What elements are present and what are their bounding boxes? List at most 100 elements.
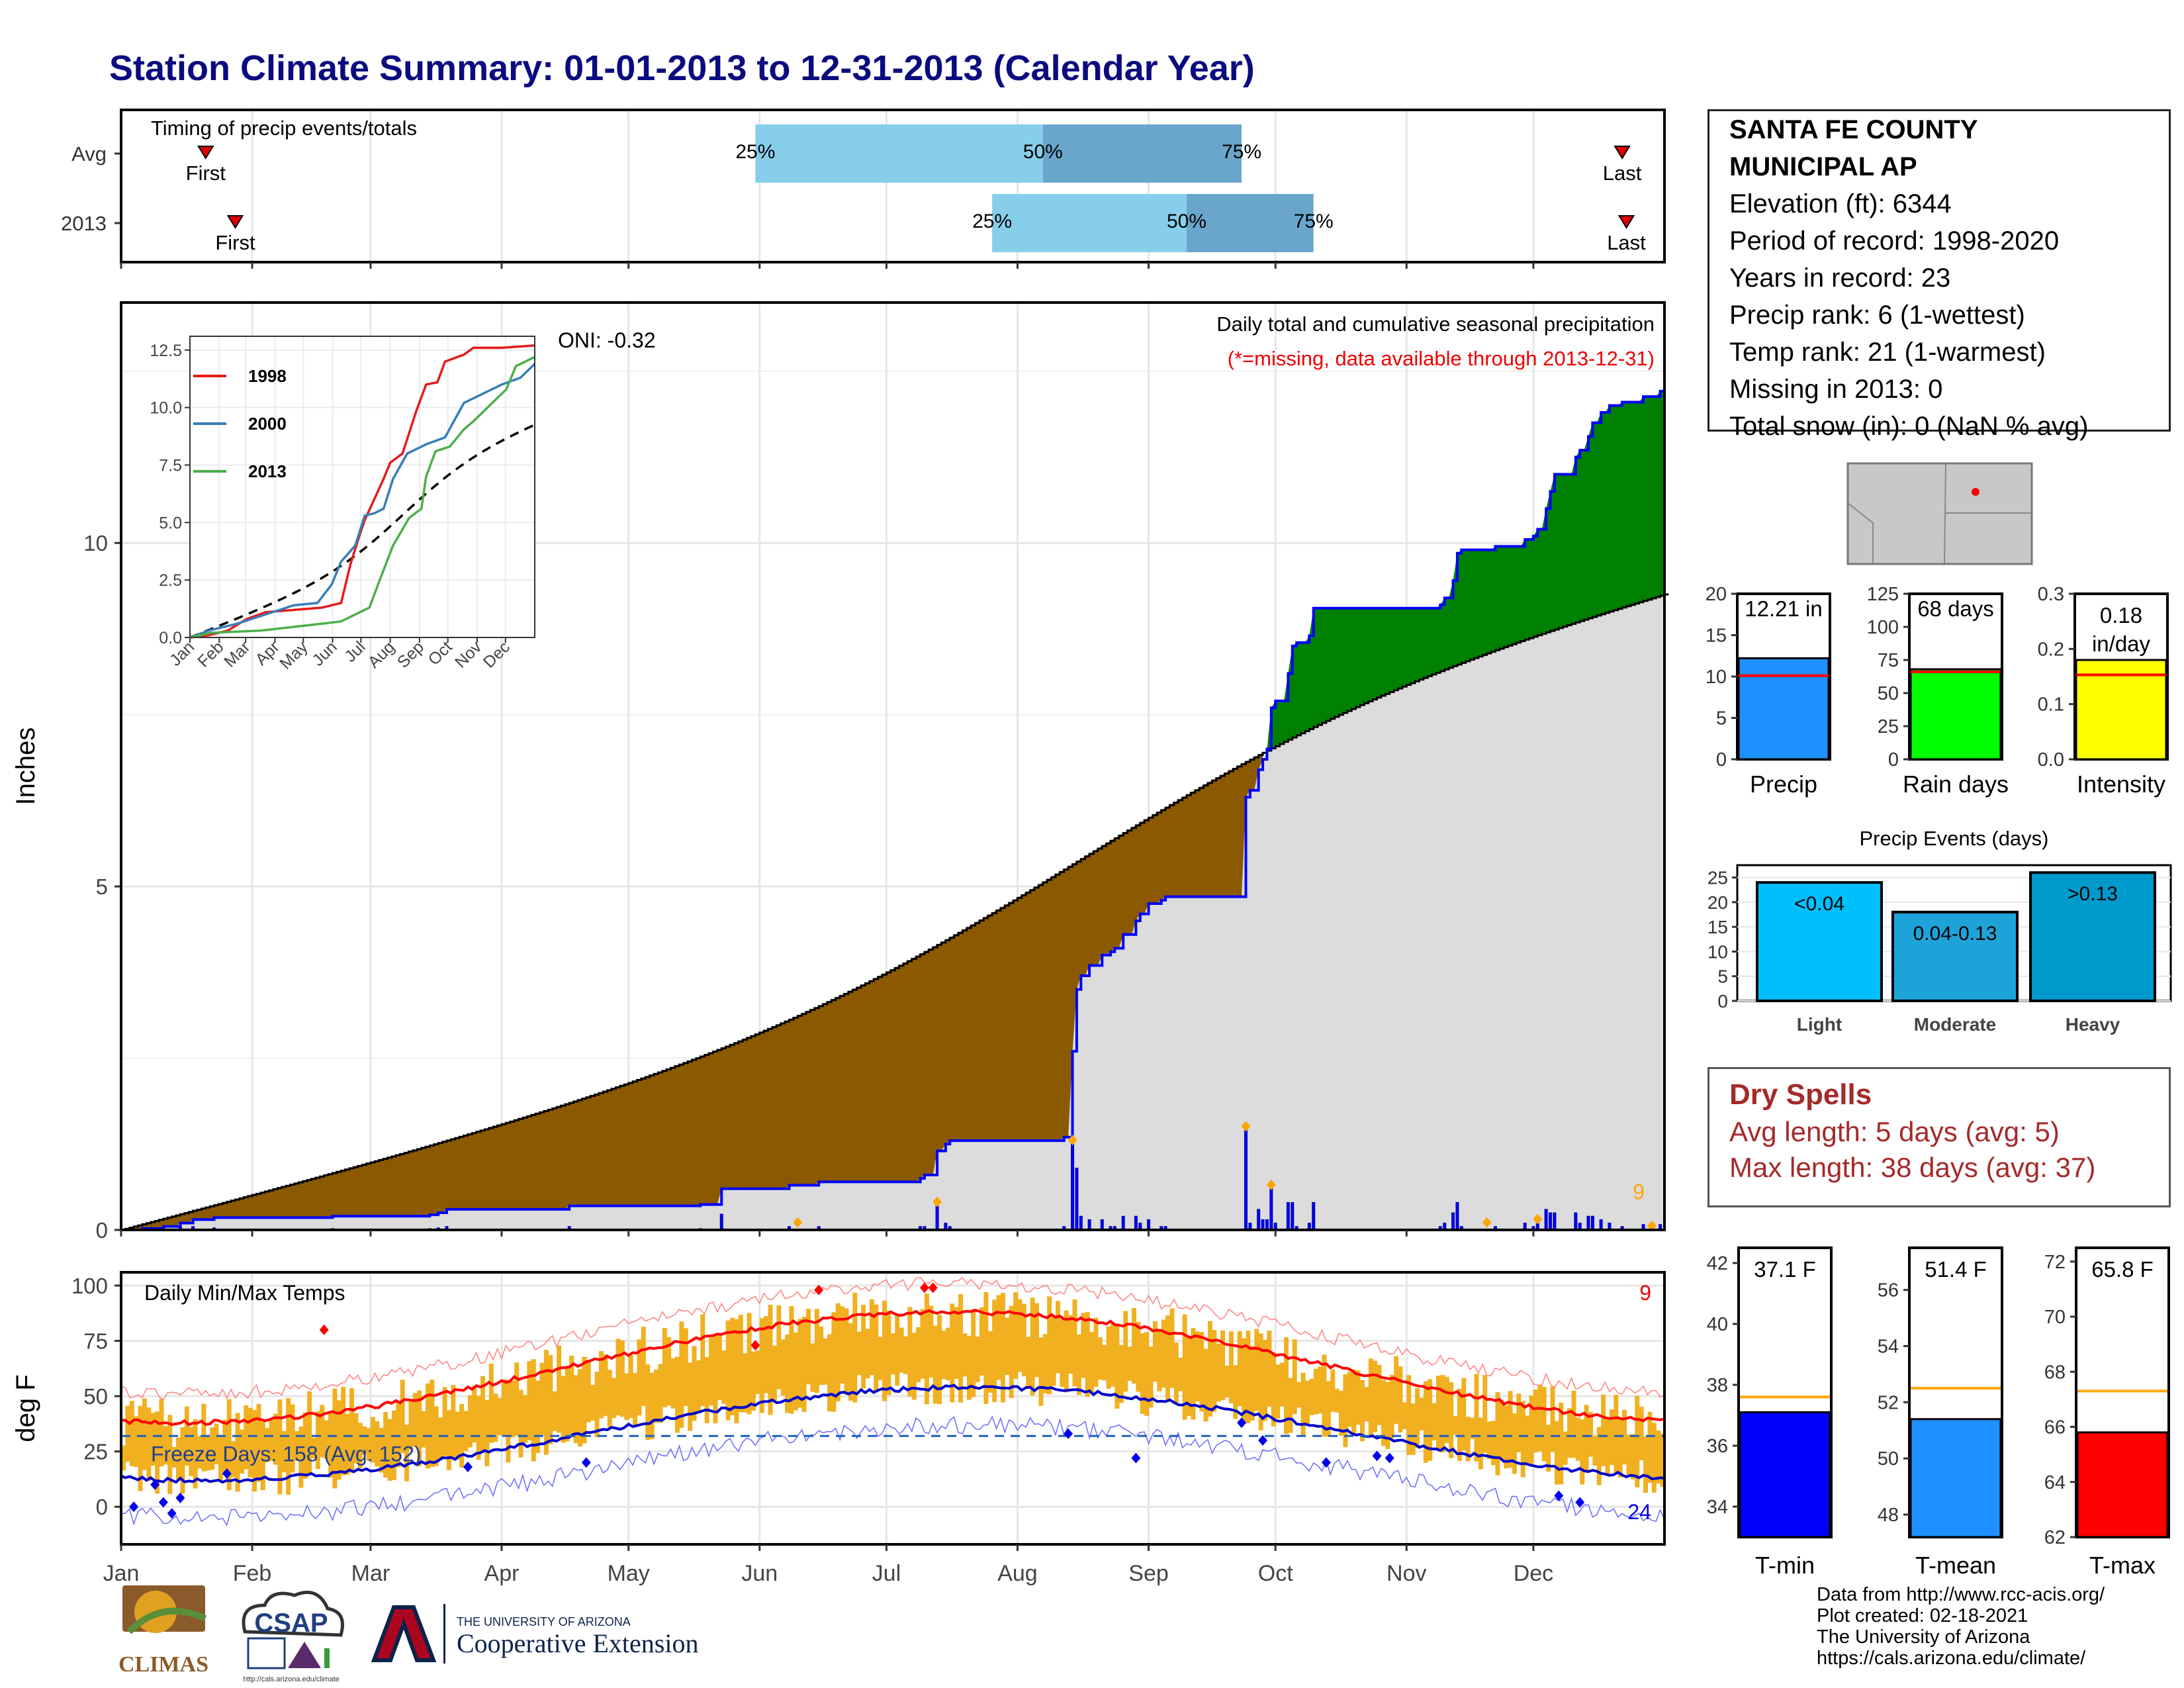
inset-legend-label: 2013 bbox=[248, 461, 287, 481]
temp-bar-tick-label: 40 bbox=[1707, 1314, 1728, 1335]
precip-y-tick-label: 5 bbox=[96, 874, 108, 899]
record-low-marker bbox=[150, 1479, 160, 1490]
daily-temp-bar bbox=[134, 1416, 139, 1468]
daily-temp-bar bbox=[573, 1375, 578, 1444]
daily-temp-bar bbox=[163, 1426, 168, 1465]
events-bar-label: >0.13 bbox=[2068, 883, 2118, 905]
timing-bar-q1 bbox=[992, 194, 1187, 252]
daily-temp-bar bbox=[159, 1399, 164, 1467]
daily-temp-bar bbox=[1428, 1379, 1433, 1461]
record-low-marker bbox=[175, 1492, 185, 1503]
daily-temp-bar bbox=[391, 1410, 396, 1480]
daily-temp-bar bbox=[776, 1305, 782, 1389]
credits-university: The University of Arizona bbox=[1817, 1626, 2030, 1648]
inset-series-2000 bbox=[189, 363, 536, 639]
events-y-tick-label: 15 bbox=[1707, 917, 1728, 937]
daily-temp-bar bbox=[1537, 1384, 1543, 1452]
daily-temp-bar bbox=[1000, 1293, 1005, 1403]
daily-temp-bar bbox=[966, 1335, 972, 1400]
daily-temp-bar bbox=[1309, 1378, 1314, 1415]
daily-temp-bar bbox=[294, 1430, 299, 1461]
summary-bar-label: Precip bbox=[1750, 771, 1817, 798]
daily-temp-bar bbox=[1216, 1343, 1221, 1402]
daily-temp-bar bbox=[670, 1358, 676, 1409]
daily-temp-bar bbox=[1111, 1323, 1116, 1387]
daily-temp-bar bbox=[370, 1417, 375, 1463]
cumulative-avg-area bbox=[121, 594, 1664, 1230]
summary-bar-tick-label: 20 bbox=[1706, 584, 1727, 605]
daily-temp-bar bbox=[1005, 1317, 1010, 1376]
precip-deficit-area bbox=[125, 753, 1263, 1230]
daily-temp-bar bbox=[1173, 1342, 1179, 1403]
daily-temp-bar bbox=[950, 1303, 955, 1403]
timing-marker bbox=[1617, 215, 1635, 229]
daily-temp-bar bbox=[1034, 1303, 1040, 1378]
daily-temp-bar bbox=[484, 1399, 490, 1467]
daily-temp-bar bbox=[658, 1364, 663, 1423]
daily-temp-bar bbox=[218, 1436, 223, 1480]
month-label: May bbox=[608, 1561, 650, 1586]
daily-temp-bar bbox=[353, 1413, 359, 1464]
record-high-marker bbox=[319, 1324, 329, 1335]
daily-temp-bar bbox=[1334, 1388, 1340, 1413]
daily-temp-bar bbox=[874, 1304, 879, 1392]
daily-temp-bar bbox=[290, 1404, 295, 1473]
daily-temp-bar bbox=[1224, 1366, 1230, 1398]
daily-temp-bar bbox=[1554, 1421, 1559, 1485]
temp-y-tick-label: 0 bbox=[96, 1495, 108, 1519]
station-missing: Missing in 2013: 0 bbox=[1729, 375, 1943, 404]
daily-temp-bar bbox=[688, 1362, 693, 1431]
timing-marker-label: First bbox=[186, 162, 226, 185]
daily-temp-bar bbox=[1102, 1344, 1107, 1381]
daily-precip-bar bbox=[1286, 1201, 1290, 1231]
daily-temp-bar bbox=[522, 1395, 527, 1443]
avg-min-line bbox=[120, 1383, 1665, 1484]
daily-temp-bar bbox=[1419, 1397, 1424, 1430]
month-label: Jun bbox=[741, 1561, 778, 1586]
daily-temp-bar bbox=[603, 1354, 608, 1416]
daily-temp-bar bbox=[362, 1426, 367, 1455]
daily-temp-bar bbox=[920, 1309, 925, 1379]
daily-temp-bar bbox=[654, 1369, 659, 1423]
daily-precip-bar bbox=[1079, 1215, 1083, 1231]
daily-temp-bar bbox=[1297, 1382, 1302, 1408]
daily-temp-bar bbox=[1017, 1299, 1023, 1372]
daily-temp-bar bbox=[256, 1404, 261, 1482]
dry-spells-title: Dry Spells bbox=[1729, 1078, 1872, 1111]
daily-precip-bar bbox=[1265, 1219, 1269, 1231]
inset-y-tick-label: 5.0 bbox=[159, 514, 182, 532]
daily-temp-bar bbox=[176, 1437, 181, 1480]
daily-temp-bar bbox=[235, 1413, 240, 1492]
daily-temp-bar bbox=[1415, 1387, 1420, 1448]
daily-temp-bar bbox=[1596, 1427, 1602, 1485]
daily-temp-bar bbox=[1373, 1360, 1378, 1432]
daily-temp-bar bbox=[421, 1411, 426, 1448]
daily-temp-bar bbox=[502, 1379, 507, 1436]
precip-record-marker bbox=[1241, 1121, 1251, 1132]
precip-record-marker bbox=[933, 1196, 942, 1207]
daily-temp-bar bbox=[1038, 1337, 1044, 1406]
daily-temp-bar bbox=[1457, 1388, 1462, 1462]
daily-temp-bar bbox=[302, 1412, 308, 1479]
temp-y-tick-label: 75 bbox=[83, 1329, 108, 1354]
month-label: Apr bbox=[484, 1561, 520, 1586]
daily-temp-bar bbox=[561, 1376, 566, 1443]
daily-precip-bar bbox=[1590, 1215, 1594, 1231]
temp-bar bbox=[1739, 1411, 1831, 1538]
record-low-marker bbox=[167, 1508, 177, 1519]
events-y-tick-label: 10 bbox=[1707, 941, 1728, 962]
daily-temp-bar bbox=[747, 1313, 752, 1415]
temp-bar-tick-label: 36 bbox=[1707, 1436, 1728, 1457]
daily-temp-bar bbox=[569, 1356, 574, 1438]
temp-bar bbox=[1909, 1418, 2002, 1538]
daily-temp-bar bbox=[844, 1308, 849, 1395]
daily-temp-bar bbox=[467, 1395, 473, 1448]
record-low-marker bbox=[222, 1468, 232, 1479]
daily-temp-bar bbox=[709, 1337, 714, 1406]
daily-temp-bar bbox=[903, 1336, 908, 1374]
record-low-marker bbox=[1554, 1490, 1564, 1501]
daily-temp-bar bbox=[1191, 1328, 1196, 1420]
daily-temp-bar bbox=[598, 1350, 604, 1419]
daily-temp-bar bbox=[1339, 1391, 1344, 1436]
summary-bar-tick-label: 5 bbox=[1716, 708, 1727, 729]
